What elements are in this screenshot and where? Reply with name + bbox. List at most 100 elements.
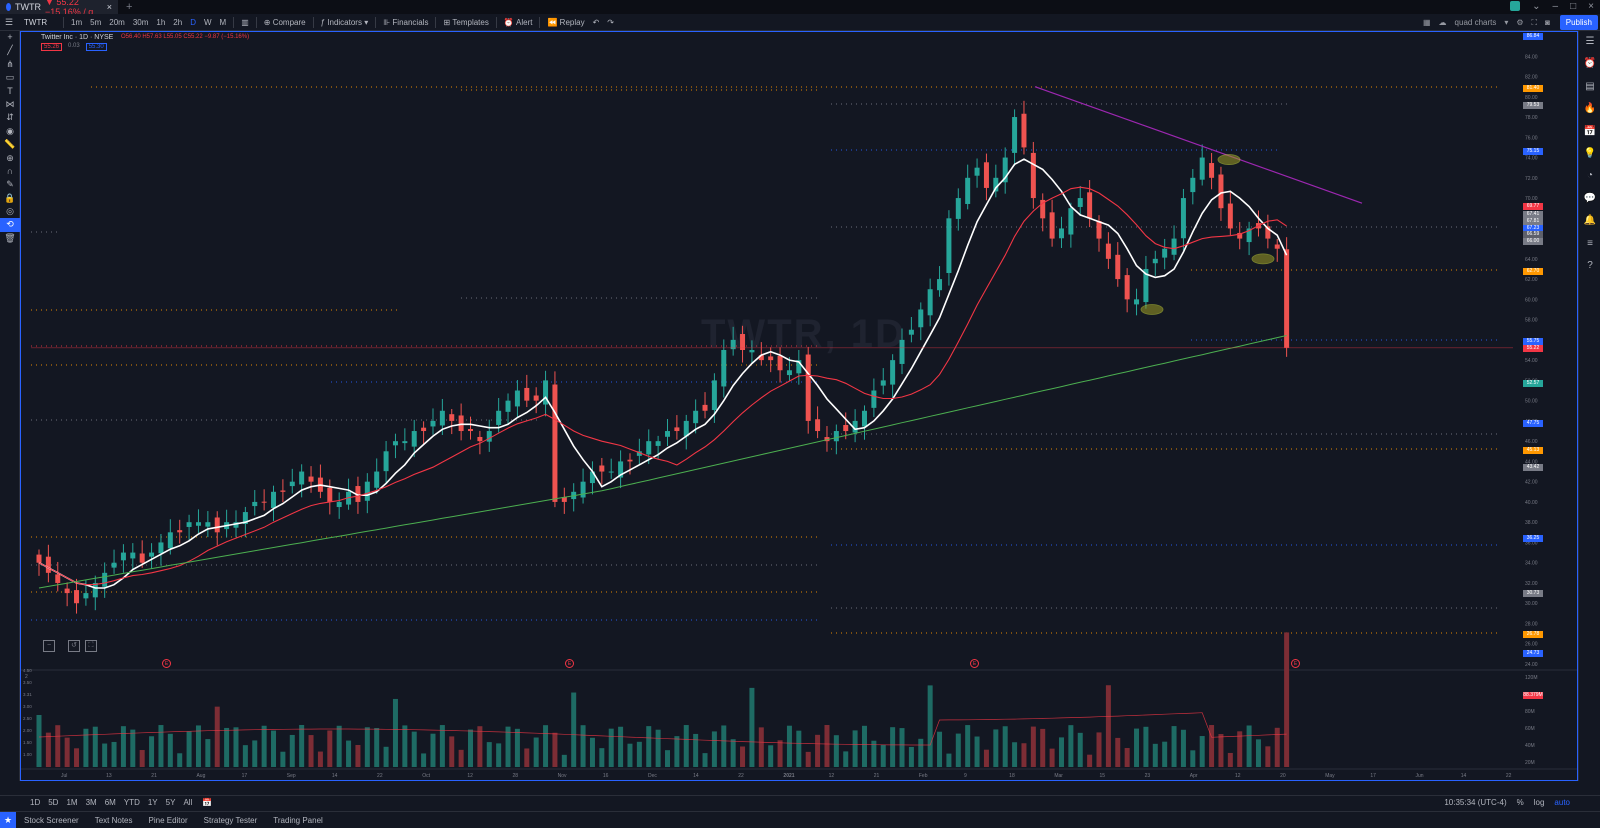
clock[interactable]: 10:35:34 (UTC-4): [1444, 797, 1507, 807]
financials-button[interactable]: ⊪ Financials: [383, 17, 429, 27]
crosshair-icon[interactable]: +: [7, 32, 13, 42]
panel-strategy-tester[interactable]: Strategy Tester: [203, 815, 258, 825]
earnings-marker[interactable]: E: [1291, 659, 1300, 668]
interval-d[interactable]: D: [190, 17, 196, 27]
cloud-icon[interactable]: ☁: [1438, 18, 1447, 27]
hotlist-icon[interactable]: 🔥: [1583, 103, 1597, 115]
trendline-icon[interactable]: ╱: [7, 45, 13, 56]
chat-icon[interactable]: 💬: [1583, 192, 1597, 204]
percent-toggle[interactable]: %: [1516, 797, 1524, 807]
new-tab-button[interactable]: +: [126, 1, 133, 13]
symbol-legend[interactable]: Twitter Inc · 1D · NYSE: [41, 34, 114, 41]
interval-1m[interactable]: 1m: [71, 17, 83, 27]
panel-pine-editor[interactable]: Pine Editor: [148, 815, 188, 825]
range-5d[interactable]: 5D: [48, 797, 59, 807]
fullscreen-icon[interactable]: ⛶: [1531, 17, 1538, 27]
time-axis-label: 12: [1235, 773, 1241, 779]
reset-view-icon[interactable]: ↺: [68, 640, 80, 652]
interval-30m[interactable]: 30m: [132, 17, 149, 27]
magnet-icon[interactable]: ∩: [6, 165, 14, 176]
range-all[interactable]: All: [183, 797, 193, 807]
range-1d[interactable]: 1D: [30, 797, 41, 807]
candle-type-icon[interactable]: ▥: [241, 17, 249, 27]
chevron-down-icon[interactable]: ▾: [1504, 18, 1509, 27]
calendar-range-icon[interactable]: 📅: [202, 797, 213, 807]
log-toggle[interactable]: log: [1533, 797, 1545, 807]
interval-m[interactable]: M: [219, 17, 227, 27]
price-axis-label: 28.00: [1525, 621, 1538, 627]
range-6m[interactable]: 6M: [104, 797, 116, 807]
settings-icon[interactable]: ⚙: [1516, 18, 1524, 27]
chart-pane[interactable]: Twitter Inc · 1D · NYSE O56.40 H57.63 L5…: [20, 31, 1578, 781]
layout-name[interactable]: quad charts: [1454, 18, 1497, 27]
interval-5m[interactable]: 5m: [90, 17, 102, 27]
browser-tab[interactable]: TWTR ▼ 55.22 −15.16% / q... ×: [0, 0, 118, 17]
zoom-out-icon[interactable]: −: [43, 640, 55, 652]
maximize-icon[interactable]: □: [1570, 1, 1577, 12]
bid-price[interactable]: 55.26: [41, 43, 63, 51]
trash-icon[interactable]: 🗑: [4, 232, 16, 243]
volume-bar: [439, 725, 445, 767]
star-icon[interactable]: ★: [0, 812, 16, 828]
visibility-icon[interactable]: ◎: [6, 206, 14, 217]
ideas-icon[interactable]: 💡: [1583, 147, 1597, 159]
menu-icon[interactable]: ☰: [5, 17, 14, 27]
alerts-icon[interactable]: ⏰: [1583, 58, 1597, 70]
close-window-icon[interactable]: ×: [1588, 1, 1594, 12]
camera-icon[interactable]: ◙: [1545, 18, 1550, 27]
watchlist-icon[interactable]: ☰: [1585, 36, 1595, 47]
ruler-icon[interactable]: 📏: [4, 139, 16, 150]
publish-button[interactable]: Publish: [1559, 15, 1598, 30]
lock-icon[interactable]: 🔒: [4, 192, 16, 203]
templates-button[interactable]: ⊞ Templates: [443, 17, 489, 27]
earnings-marker[interactable]: E: [162, 659, 171, 668]
range-3m[interactable]: 3M: [85, 797, 97, 807]
pitchfork-icon[interactable]: ⋔: [6, 58, 14, 69]
pattern-icon[interactable]: ⋈: [5, 98, 15, 109]
interval-1h[interactable]: 1h: [156, 17, 166, 27]
close-tab-icon[interactable]: ×: [106, 2, 112, 12]
text-icon[interactable]: T: [7, 85, 13, 96]
rectangle-icon[interactable]: ▭: [5, 72, 15, 83]
extension-icon[interactable]: [1510, 1, 1521, 11]
forecast-icon[interactable]: ⇵: [6, 112, 14, 123]
range-ytd[interactable]: YTD: [123, 797, 140, 807]
streams-icon[interactable]: ◔: [1586, 170, 1594, 182]
ask-price[interactable]: 55.30: [85, 43, 107, 51]
indicators-button[interactable]: ƒ Indicators ▾: [320, 17, 369, 27]
redo-icon[interactable]: ↷: [607, 17, 614, 27]
interval-20m[interactable]: 20m: [109, 17, 125, 27]
sync-icon[interactable]: ⟲: [0, 218, 20, 232]
symbol-search[interactable]: TWTR: [24, 17, 48, 27]
volume-bar: [852, 730, 858, 767]
help-icon[interactable]: ?: [1587, 259, 1593, 271]
layout-icon[interactable]: ▦: [1422, 18, 1431, 27]
replay-button[interactable]: ⏪ Replay: [547, 17, 585, 27]
eye-icon[interactable]: ◉: [6, 125, 14, 136]
earnings-marker[interactable]: E: [565, 659, 574, 668]
minimize-icon[interactable]: –: [1552, 1, 1559, 12]
range-1y[interactable]: 1Y: [147, 797, 158, 807]
earnings-marker[interactable]: E: [970, 659, 979, 668]
auto-toggle[interactable]: auto: [1554, 797, 1570, 807]
price-axis-label: 36.00: [1525, 540, 1538, 546]
compare-button[interactable]: ⊕ Compare: [263, 17, 306, 27]
data-window-icon[interactable]: ▤: [1585, 80, 1595, 92]
range-5y[interactable]: 5Y: [165, 797, 176, 807]
interval-w[interactable]: W: [203, 17, 212, 27]
pencil-lock-icon[interactable]: ✎: [6, 179, 14, 190]
zoom-fit-icon[interactable]: ⛶: [85, 640, 97, 652]
zoom-icon[interactable]: ⊕: [6, 152, 14, 163]
chevron-down-icon[interactable]: ⌄: [1532, 1, 1541, 12]
alert-button[interactable]: ⏰ Alert: [503, 17, 533, 27]
range-1m[interactable]: 1M: [66, 797, 78, 807]
calendar-icon[interactable]: 📅: [1583, 125, 1597, 137]
panel-trading-panel[interactable]: Trading Panel: [273, 815, 323, 825]
interval-2h[interactable]: 2h: [173, 17, 183, 27]
volume-bar: [524, 748, 530, 767]
notifications-icon[interactable]: 🔔: [1583, 215, 1597, 227]
dom-icon[interactable]: ≡: [1587, 237, 1593, 249]
panel-text-notes[interactable]: Text Notes: [94, 815, 133, 825]
panel-stock-screener[interactable]: Stock Screener: [24, 815, 79, 825]
undo-icon[interactable]: ↶: [592, 17, 600, 27]
